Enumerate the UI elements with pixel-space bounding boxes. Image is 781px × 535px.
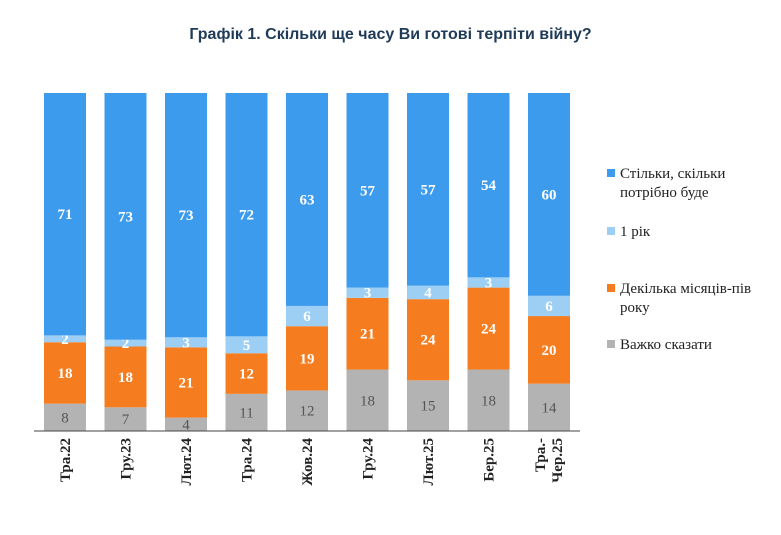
bar-segment	[165, 417, 207, 431]
x-tick-label: Тра.24	[240, 438, 256, 483]
bar-segment	[346, 297, 389, 370]
data-label: 7	[122, 412, 130, 428]
bar-segment	[467, 277, 510, 288]
bar-segment	[104, 346, 147, 408]
data-label: 21	[360, 327, 375, 343]
bar-segment	[44, 342, 86, 404]
data-label: 21	[179, 375, 194, 391]
bar-segment	[528, 295, 570, 317]
data-label: 63	[300, 192, 315, 208]
data-label: 18	[360, 393, 375, 409]
data-label: 18	[481, 393, 496, 409]
bar-segment	[346, 287, 389, 298]
data-label: 15	[421, 399, 436, 415]
x-tick-label: Жов.24	[300, 438, 316, 486]
data-label: 18	[118, 370, 133, 386]
data-label: 8	[61, 410, 69, 426]
data-label: 6	[303, 309, 311, 325]
data-label: 19	[300, 351, 315, 367]
legend-swatch	[607, 169, 615, 177]
bar-segment	[165, 347, 207, 418]
data-label: 72	[239, 208, 254, 224]
data-label: 2	[122, 336, 130, 352]
data-label: 57	[421, 182, 437, 198]
data-label: 60	[542, 187, 557, 203]
legend-swatch	[607, 284, 615, 292]
data-label: 73	[179, 208, 194, 224]
data-label: 11	[239, 405, 253, 421]
x-tick-label: Тра.-Чер.25	[533, 438, 566, 483]
data-label: 24	[481, 322, 497, 338]
legend-label: 1 рік	[620, 224, 651, 240]
bar-segment	[165, 337, 207, 348]
chart-title: Графік 1. Скільки ще часу Ви готові терп…	[189, 26, 592, 43]
bar-segment	[528, 383, 570, 431]
x-tick-labels: Тра.22 Гру.23 Лют.24 Тра.24 Жов.24 Гру.24 Лют.…	[58, 438, 566, 486]
bar-segment	[407, 93, 449, 286]
bars-group: 8182717182734213731112572121966318213571…	[44, 93, 570, 433]
bar-segment	[467, 369, 510, 431]
x-tick-label: Бер.25	[482, 438, 498, 482]
bar-segment	[44, 335, 86, 343]
data-label: 12	[300, 404, 315, 420]
bar-segment	[467, 287, 510, 370]
data-label: 2	[61, 332, 69, 348]
bar-segment	[44, 93, 86, 336]
bar-segment	[104, 339, 147, 347]
bar-segment	[225, 393, 268, 431]
data-label: 24	[421, 333, 437, 349]
bar-segment	[104, 407, 147, 431]
data-label: 54	[481, 178, 497, 194]
bar-segment	[286, 326, 328, 391]
legend-swatch	[607, 227, 615, 235]
data-label: 3	[485, 275, 493, 291]
legend-label: Стільки, скільки потрібно буде	[620, 166, 725, 201]
bar-segment	[44, 403, 86, 431]
x-tick-label: Гру.23	[119, 438, 135, 480]
x-tick-label: Лют.24	[179, 438, 195, 486]
bar-segment	[286, 93, 328, 306]
bar-segment	[346, 369, 389, 431]
x-tick-label: Тра.22	[58, 438, 74, 482]
data-label: 5	[243, 338, 251, 354]
data-label: 18	[58, 366, 73, 382]
legend: Стільки, скільки потрібно буде 1 рік Декіль…	[607, 166, 751, 353]
legend-swatch	[607, 340, 615, 348]
legend-label: Декілька місяців-пів року	[620, 281, 751, 316]
data-label: 4	[424, 285, 432, 301]
data-label: 4	[182, 417, 190, 433]
data-label: 12	[239, 367, 254, 383]
data-label: 57	[360, 183, 376, 199]
bar-segment	[407, 299, 449, 381]
bar-segment	[225, 336, 268, 354]
bar-segment	[407, 380, 449, 431]
bar-segment	[467, 93, 510, 278]
legend-label: Важко сказати	[620, 337, 712, 353]
data-label: 14	[542, 400, 558, 416]
bar-segment	[346, 93, 389, 288]
data-label: 20	[542, 343, 557, 359]
x-tick-label: Гру.24	[361, 438, 377, 480]
bar-segment	[165, 93, 207, 338]
bar-segment	[407, 285, 449, 300]
data-label: 6	[545, 299, 553, 315]
bar-segment	[225, 93, 268, 337]
data-label: 3	[364, 286, 372, 302]
bar-segment	[286, 390, 328, 431]
bar-segment	[528, 316, 570, 384]
bar-segment	[225, 353, 268, 394]
x-tick-label: Лют.25	[421, 438, 437, 485]
bar-segment	[528, 93, 570, 296]
data-label: 3	[182, 335, 190, 351]
bar-segment	[104, 93, 147, 340]
bar-segment	[286, 305, 328, 327]
data-label: 73	[118, 209, 133, 225]
data-label: 71	[58, 207, 73, 223]
